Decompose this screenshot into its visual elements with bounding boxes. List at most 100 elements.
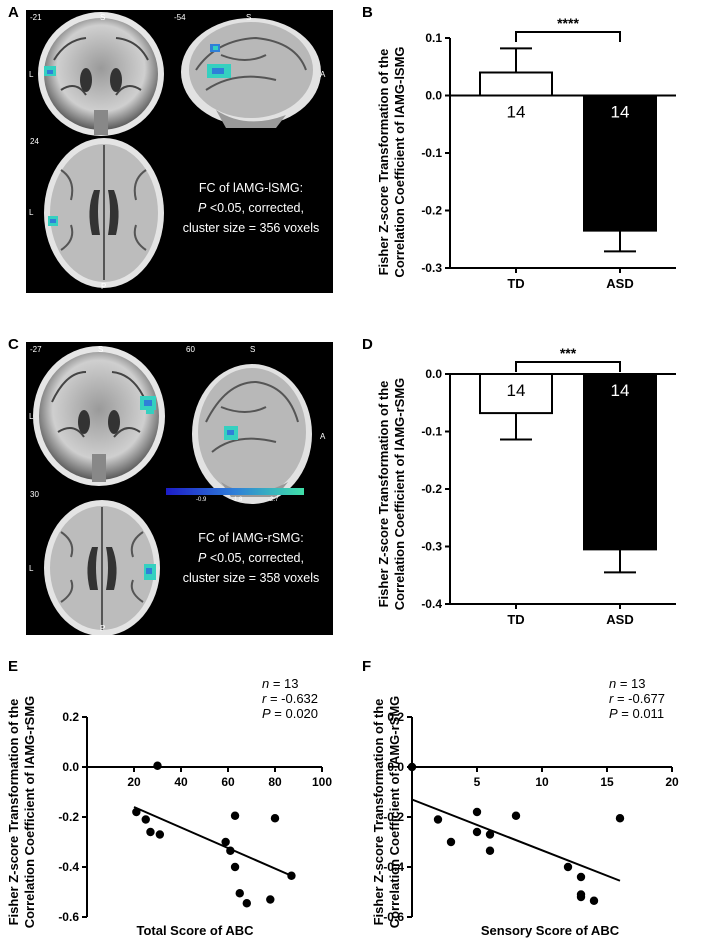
- y-axis-label-line2: Correlation Coefficient of lAMG-rSMG: [22, 696, 37, 929]
- data-point: [615, 814, 625, 823]
- colorbar-tick: -1.8: [232, 497, 243, 503]
- fc-caption-line3: cluster size = 358 voxels: [182, 571, 320, 585]
- y-tick-label: 0.2: [62, 710, 79, 724]
- panel-label-b: B: [362, 4, 373, 21]
- y-tick-label: 0.0: [62, 760, 79, 774]
- colorbar-tick: -2.7: [268, 497, 279, 503]
- data-point: [230, 811, 240, 820]
- x-tick-label: ASD: [606, 276, 633, 291]
- data-point: [407, 762, 417, 772]
- fc-caption-line1: FC of lAMG-lSMG:: [198, 181, 304, 195]
- data-point: [589, 896, 599, 905]
- fc-p-value: <0.05, corrected,: [206, 551, 304, 565]
- x-tick-label: 40: [174, 775, 188, 789]
- stat-r-value: = -0.677: [613, 691, 665, 706]
- x-tick-label: 100: [312, 775, 332, 789]
- data-point: [485, 846, 495, 855]
- y-tick-label: -0.2: [58, 810, 79, 824]
- colorbar: [166, 488, 304, 495]
- fc-p-symbol: P: [198, 551, 207, 565]
- significance-bracket: [515, 31, 621, 42]
- x-tick-label: 60: [221, 775, 235, 789]
- data-point: [235, 889, 244, 898]
- data-point: [221, 837, 230, 847]
- orient-posterior: P: [101, 282, 107, 291]
- sagittal-slice-number: -54: [174, 13, 186, 22]
- orient-left-2: L: [29, 208, 34, 217]
- y-axis-label-line2: Correlation Coefficient of lAMG-rSMG: [392, 378, 407, 611]
- stat-p-value: = 0.020: [271, 706, 318, 721]
- coronal-slice-number: -21: [30, 13, 42, 22]
- y-tick-label: 0.2: [387, 710, 404, 724]
- stat-p: P = 0.020: [262, 706, 318, 721]
- brain-figure-c: -27 60 S S A L -0.9 -1.8 -2.7 30 L P FC …: [26, 342, 333, 635]
- y-tick-label: -0.3: [421, 261, 442, 275]
- y-tick-label: -0.3: [421, 540, 442, 554]
- y-axis-label-line1: Fisher Z-score Transformation of the: [376, 49, 391, 276]
- y-tick-label: -0.1: [421, 425, 442, 439]
- orient-anterior: A: [320, 432, 326, 441]
- colorbar-tick: -0.9: [196, 497, 207, 503]
- bar-n-label: 14: [611, 103, 630, 122]
- data-point: [433, 815, 443, 824]
- data-point: [242, 899, 251, 908]
- stat-n-value: = 13: [269, 676, 298, 691]
- y-tick-label: -0.2: [383, 810, 404, 824]
- orient-superior-1: S: [100, 13, 106, 22]
- data-point: [472, 827, 482, 837]
- coronal-slice-a: [38, 12, 164, 136]
- stat-n-symbol: n: [262, 676, 269, 691]
- stat-p-symbol: P: [262, 706, 271, 721]
- brain-figure-a: -21 -54 S S A L 24 L P FC of lAMG-lSMG: …: [26, 10, 333, 293]
- y-axis-label-line1: Fisher Z-score Transformation of the: [376, 381, 391, 608]
- x-tick-label: TD: [507, 612, 524, 627]
- x-tick-label: 20: [665, 775, 679, 789]
- bar-chart-d: Fisher Z-score Transformation of the Cor…: [376, 345, 676, 627]
- bar-n-label: 14: [611, 381, 630, 400]
- bar-td: [479, 71, 553, 97]
- panel-label-e: E: [8, 658, 19, 675]
- stat-p: P = 0.011: [609, 706, 664, 721]
- data-point: [576, 872, 586, 882]
- stat-r: r = -0.677: [609, 691, 665, 706]
- data-point: [153, 761, 162, 770]
- orient-superior-2: S: [246, 13, 252, 22]
- orient-posterior: P: [100, 624, 106, 633]
- data-point: [146, 827, 155, 837]
- bar-chart-b: Fisher Z-score Transformation of the Cor…: [376, 15, 676, 291]
- y-tick-label: 0.0: [425, 89, 442, 103]
- scatter-chart-f: Fisher Z-score Transformation of the Cor…: [371, 676, 679, 938]
- panel-label-f: F: [362, 658, 372, 675]
- y-tick-label: 0.0: [387, 760, 404, 774]
- regression-line: [411, 798, 621, 882]
- x-axis-label: Sensory Score of ABC: [481, 923, 620, 938]
- data-point: [266, 895, 275, 904]
- fc-caption-c: FC of lAMG-rSMG: P <0.05, corrected, clu…: [176, 528, 326, 588]
- fc-caption-line2: P <0.05, corrected,: [176, 548, 326, 568]
- y-tick-label: -0.2: [421, 204, 442, 218]
- panel-label-d: D: [362, 336, 373, 353]
- axial-slice-number: 24: [30, 137, 39, 146]
- x-axis-label: Total Score of ABC: [136, 923, 254, 938]
- regression-line: [133, 806, 292, 877]
- orient-left-1: L: [29, 412, 34, 421]
- fc-caption-line3: cluster size = 356 voxels: [182, 221, 320, 235]
- stat-n-value: = 13: [616, 676, 645, 691]
- y-axis-label-line1: Fisher Z-score Transformation of the: [371, 699, 386, 926]
- stat-r-symbol: r: [609, 691, 614, 706]
- bar-n-label: 14: [507, 381, 526, 400]
- y-tick-label: 0.0: [425, 367, 442, 381]
- y-tick-label: -0.4: [421, 597, 442, 611]
- data-point: [141, 815, 150, 824]
- x-tick-label: 10: [535, 775, 549, 789]
- significance-label: ***: [560, 345, 577, 361]
- stat-r-value: = -0.632: [266, 691, 318, 706]
- orient-left-1: L: [29, 70, 34, 79]
- fc-caption-a: FC of lAMG-lSMG: P <0.05, corrected, clu…: [176, 178, 326, 238]
- x-tick-label: 15: [600, 775, 614, 789]
- y-tick-label: -0.6: [383, 910, 404, 924]
- significance-bracket: [515, 361, 621, 372]
- sagittal-slice-a: [181, 18, 321, 128]
- stat-n-symbol: n: [609, 676, 616, 691]
- y-tick-label: -0.6: [58, 910, 79, 924]
